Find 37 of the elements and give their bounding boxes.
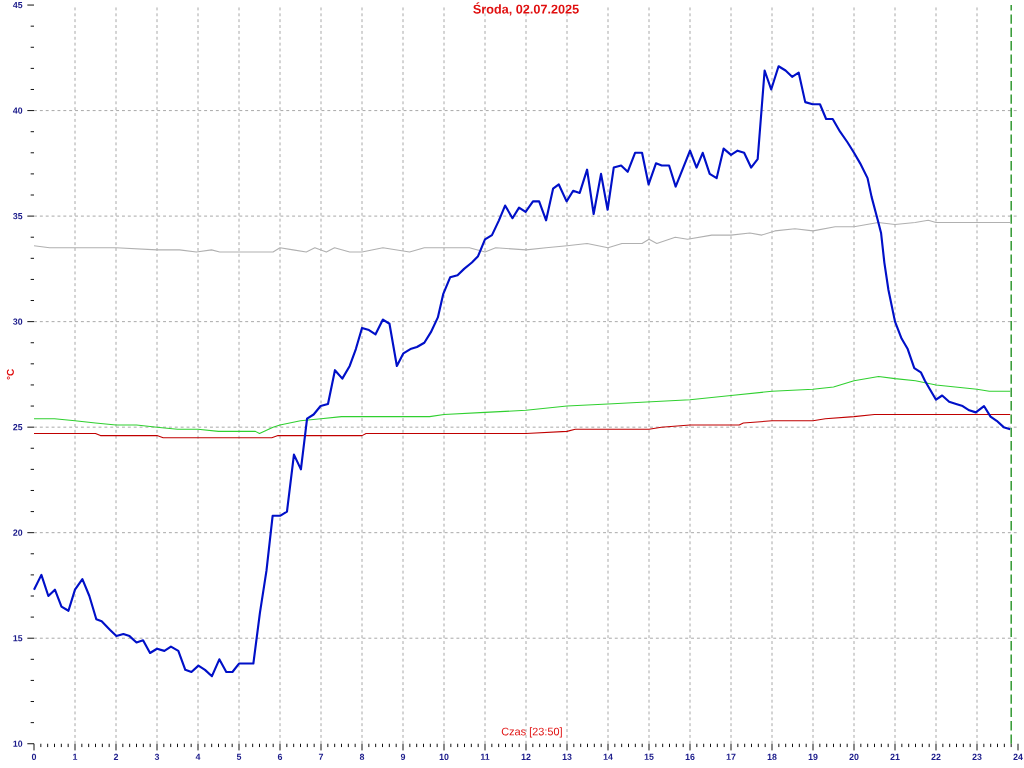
y-tick-label: 15 bbox=[13, 635, 23, 642]
x-tick-label: 7 bbox=[318, 753, 324, 760]
x-tick-label: 16 bbox=[685, 753, 695, 761]
y-tick-label: 40 bbox=[12, 107, 23, 114]
x-tick-label: 6 bbox=[277, 753, 283, 761]
x-tick-label: 2 bbox=[113, 753, 119, 760]
y-tick-label: 30 bbox=[13, 318, 23, 325]
x-tick-label: 18 bbox=[767, 753, 777, 761]
x-tick-label: 5 bbox=[236, 753, 242, 760]
x-tick-label: 14 bbox=[603, 753, 613, 760]
x-tick-label: 22 bbox=[931, 753, 941, 760]
x-tick-label: 8 bbox=[359, 753, 365, 761]
y-tick-label: 10 bbox=[13, 740, 23, 747]
x-axis-title: Czas [23:50] bbox=[501, 727, 562, 738]
x-tick-label: 20 bbox=[849, 753, 859, 761]
x-tick-label: 15 bbox=[644, 753, 654, 760]
y-tick-label: 20 bbox=[13, 529, 23, 536]
x-tick-label: 3 bbox=[154, 753, 160, 761]
chart-title: Środa, 02.07.2025 bbox=[473, 2, 579, 16]
x-tick-label: 13 bbox=[562, 753, 572, 761]
x-tick-label: 0 bbox=[31, 753, 37, 761]
line-series bbox=[33, 413, 1011, 439]
x-tick-label: 10 bbox=[439, 753, 449, 761]
x-tick-label: 12 bbox=[521, 753, 531, 760]
x-tick-label: 4 bbox=[195, 753, 201, 760]
x-tick-label: 1 bbox=[73, 753, 78, 760]
x-tick-label: 11 bbox=[480, 753, 490, 760]
y-tick-label: 35 bbox=[13, 212, 23, 220]
x-tick-label: 17 bbox=[726, 753, 736, 760]
x-tick-label: 9 bbox=[400, 753, 406, 761]
y-tick-label: 45 bbox=[12, 1, 23, 9]
x-tick-label: 21 bbox=[890, 753, 900, 760]
x-tick-label: 23 bbox=[972, 753, 982, 761]
y-tick-label: 25 bbox=[13, 424, 23, 431]
x-tick-label: 19 bbox=[808, 753, 818, 761]
x-tick-label: 24 bbox=[1013, 753, 1023, 760]
y-axis-title: °C bbox=[6, 369, 14, 380]
